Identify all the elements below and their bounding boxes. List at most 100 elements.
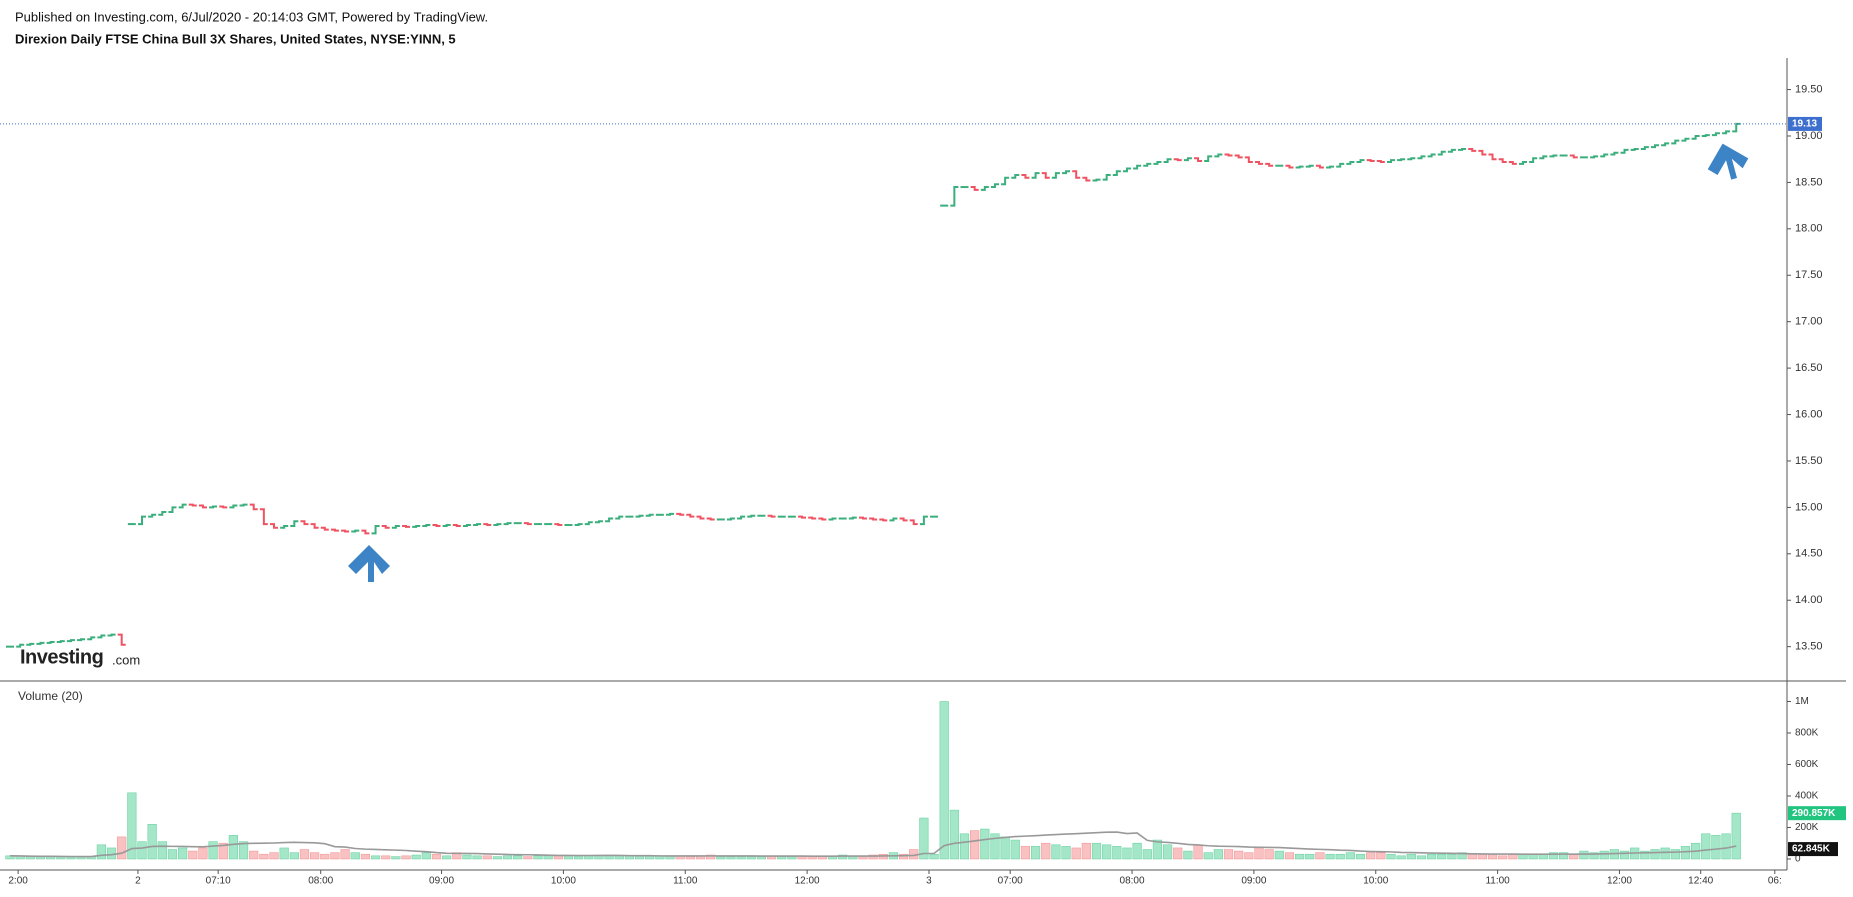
price-bar bbox=[432, 524, 441, 527]
price-bar bbox=[818, 517, 827, 521]
volume-bar bbox=[746, 856, 756, 860]
price-bar bbox=[1254, 160, 1263, 165]
volume-bar bbox=[178, 847, 188, 860]
price-bar bbox=[899, 517, 908, 522]
price-bar bbox=[828, 517, 837, 521]
volume-bar bbox=[157, 841, 167, 860]
ma-last-box bbox=[1788, 842, 1838, 857]
price-bar bbox=[97, 634, 106, 639]
volume-bar bbox=[340, 849, 350, 860]
volume-bar bbox=[1132, 842, 1142, 860]
price-bar bbox=[1701, 134, 1710, 137]
volume-bar bbox=[1244, 852, 1254, 860]
volume-bar bbox=[1498, 855, 1508, 860]
x-tick-label: 12:40 bbox=[1688, 876, 1713, 887]
logo: Investing .com bbox=[20, 646, 140, 668]
price-bar bbox=[950, 186, 959, 207]
price-bar bbox=[1315, 164, 1324, 169]
volume-bar bbox=[238, 841, 249, 860]
price-bar bbox=[341, 529, 350, 533]
volume-bar bbox=[1112, 846, 1122, 860]
volume-ma-line bbox=[9, 831, 1737, 858]
price-bar bbox=[1681, 137, 1690, 142]
price-bar bbox=[1590, 155, 1599, 159]
x-tick-label: 07:10 bbox=[206, 876, 231, 887]
volume-bar bbox=[1711, 835, 1721, 860]
price-bar bbox=[1234, 154, 1243, 159]
price-bar bbox=[615, 515, 624, 520]
price-bar bbox=[219, 505, 228, 509]
price-bar bbox=[1336, 162, 1345, 168]
volume-bar bbox=[1437, 853, 1447, 860]
price-bar bbox=[1122, 167, 1131, 173]
y-tick-label: 1M bbox=[1795, 696, 1809, 707]
volume-bar bbox=[208, 841, 218, 860]
price-bar bbox=[77, 638, 86, 642]
volume-bar bbox=[1619, 850, 1630, 860]
price-bar bbox=[351, 529, 360, 533]
price-bar bbox=[442, 524, 451, 527]
price-bar bbox=[808, 516, 817, 520]
volume-bar bbox=[1467, 853, 1477, 860]
price-bar bbox=[1092, 178, 1101, 182]
volume-bar bbox=[492, 856, 503, 860]
price-bar bbox=[605, 517, 614, 523]
price-bar bbox=[1539, 155, 1548, 160]
volume-bar bbox=[1477, 853, 1487, 860]
price-bar bbox=[56, 640, 65, 644]
volume-bar bbox=[1274, 850, 1284, 860]
volume-bar bbox=[1061, 846, 1071, 860]
last-price-box bbox=[1788, 116, 1822, 131]
price-bar bbox=[280, 524, 289, 529]
volume-bar bbox=[1213, 849, 1223, 860]
volume-bar bbox=[198, 847, 208, 860]
volume-bar bbox=[1091, 842, 1102, 860]
volume-bar bbox=[1376, 852, 1386, 860]
price-bar bbox=[66, 639, 75, 643]
price-bar bbox=[1143, 162, 1152, 167]
price-bar bbox=[726, 517, 735, 521]
price-bar bbox=[229, 504, 238, 509]
price-bar bbox=[1133, 164, 1142, 170]
volume-bar bbox=[350, 852, 360, 860]
price-bar bbox=[249, 503, 258, 511]
volume-bar bbox=[513, 855, 523, 860]
price-bar bbox=[919, 515, 928, 526]
price-bar bbox=[645, 513, 654, 517]
price-bar bbox=[1376, 160, 1385, 163]
volume-bar bbox=[1680, 846, 1691, 860]
ma-last-label: 62.845K bbox=[1792, 844, 1831, 855]
volume-bar bbox=[838, 854, 848, 860]
price-bar bbox=[1661, 142, 1670, 147]
price-bar bbox=[1031, 172, 1040, 179]
x-tick-label: 11:00 bbox=[1485, 876, 1510, 887]
volume-bar bbox=[726, 856, 736, 860]
price-bar bbox=[391, 524, 400, 529]
y-tick-label: 13.50 bbox=[1795, 641, 1823, 653]
volume-bar bbox=[1294, 853, 1305, 860]
y-tick-label: 19.50 bbox=[1795, 83, 1823, 95]
price-bar bbox=[1244, 156, 1253, 163]
volume-bar bbox=[127, 792, 137, 860]
volume-bar bbox=[421, 852, 431, 860]
price-bar bbox=[1173, 158, 1182, 162]
price-bar bbox=[737, 515, 746, 520]
volume-bar bbox=[279, 847, 289, 860]
price-bar bbox=[879, 518, 888, 522]
volume-bar bbox=[147, 824, 157, 860]
volume-bar bbox=[959, 833, 970, 860]
volume-bar bbox=[218, 842, 228, 860]
y-tick-label: 14.50 bbox=[1795, 548, 1823, 560]
volume-bar bbox=[949, 809, 959, 860]
volume-bar bbox=[411, 854, 421, 860]
price-bar bbox=[676, 512, 685, 516]
volume-bar bbox=[1041, 842, 1051, 860]
volume-bar bbox=[1345, 852, 1355, 860]
y-tick-label: 800K bbox=[1795, 728, 1819, 739]
logo-suffix: .com bbox=[112, 652, 140, 667]
volume-bar bbox=[1305, 853, 1315, 860]
volume-bar bbox=[1396, 855, 1406, 860]
y-tick-label: 200K bbox=[1795, 822, 1819, 833]
price-bar bbox=[422, 524, 431, 527]
y-tick-label: 15.00 bbox=[1795, 501, 1823, 513]
